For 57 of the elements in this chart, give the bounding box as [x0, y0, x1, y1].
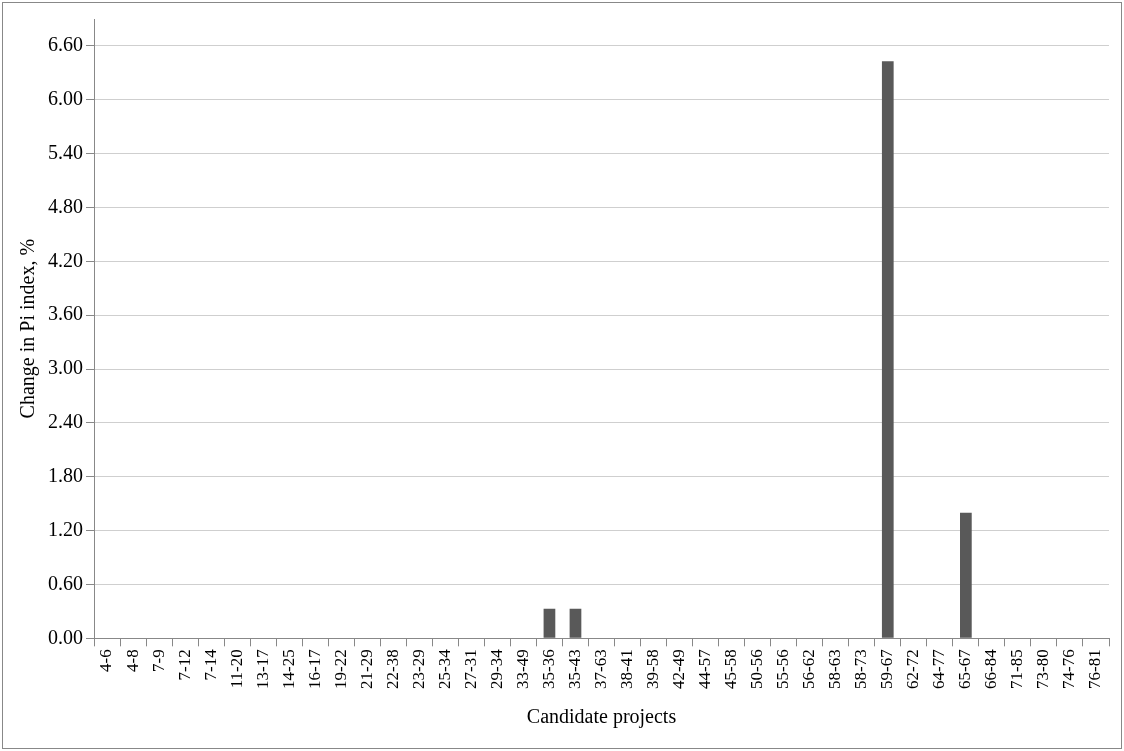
x-tick-label: 27-31 — [460, 649, 480, 690]
x-tick-label: 64-77 — [929, 648, 949, 690]
x-tick-label: 56-62 — [799, 649, 819, 690]
x-tick-label: 22-38 — [382, 649, 402, 690]
y-tick-label: 0.00 — [48, 625, 83, 648]
y-tick-label: 3.60 — [48, 302, 83, 325]
x-tick-label: 50-56 — [747, 649, 767, 690]
x-tick-label: 62-72 — [903, 649, 923, 690]
x-tick-label: 19-22 — [330, 649, 350, 690]
y-tick-label: 1.20 — [48, 517, 83, 540]
x-tick-label: 38-41 — [616, 649, 636, 690]
bar — [543, 608, 556, 638]
y-tick-label: 5.40 — [48, 140, 83, 163]
x-axis-title: Candidate projects — [526, 705, 677, 729]
x-tick-label: 44-57 — [695, 648, 715, 690]
x-tick-label: 7-9 — [148, 649, 168, 673]
x-tick-label: 23-29 — [408, 649, 428, 690]
x-tick-label: 71-85 — [1007, 649, 1027, 690]
x-tick-label: 55-56 — [773, 649, 793, 690]
x-tick-label: 39-58 — [643, 649, 663, 690]
x-tick-label: 14-25 — [278, 649, 298, 690]
y-tick-label: 6.00 — [48, 87, 83, 110]
y-tick-label: 4.20 — [48, 248, 83, 271]
y-axis-title: Change in Pi index, % — [16, 238, 40, 419]
x-tick-label: 37-63 — [590, 649, 610, 690]
x-tick-label: 21-29 — [356, 649, 376, 690]
x-tick-label: 42-49 — [669, 649, 689, 690]
x-tick-label: 4-8 — [122, 649, 142, 673]
x-tick-label: 7-12 — [174, 649, 194, 681]
x-tick-label: 73-80 — [1033, 649, 1053, 690]
x-tick-label: 65-67 — [955, 648, 975, 690]
x-tick-label: 29-34 — [486, 648, 506, 690]
y-tick-label: 4.80 — [48, 194, 83, 217]
x-tick-label: 74-76 — [1059, 649, 1079, 690]
y-tick-label: 0.60 — [48, 571, 83, 594]
y-tick-label: 2.40 — [48, 410, 83, 433]
x-tick-label: 59-67 — [877, 648, 897, 690]
x-tick-label: 11-20 — [226, 649, 246, 689]
x-tick-label: 58-63 — [825, 649, 845, 690]
bar — [960, 512, 972, 638]
bar — [881, 61, 894, 638]
bar — [569, 608, 582, 638]
y-tick-label: 6.60 — [48, 33, 83, 56]
x-tick-label: 45-58 — [721, 649, 741, 690]
y-tick-label: 1.80 — [48, 464, 83, 487]
x-tick-label: 35-43 — [564, 649, 584, 690]
x-tick-label: 33-49 — [512, 649, 532, 690]
x-tick-label: 35-36 — [538, 649, 558, 690]
x-tick-label: 13-17 — [252, 648, 272, 690]
x-tick-label: 7-14 — [200, 648, 220, 681]
x-tick-label: 4-6 — [96, 649, 116, 673]
x-tick-label: 76-81 — [1085, 649, 1105, 690]
x-tick-label: 25-34 — [434, 648, 454, 690]
y-tick-label: 3.00 — [48, 356, 83, 379]
x-tick-label: 58-73 — [851, 649, 871, 690]
x-tick-label: 16-17 — [304, 648, 324, 690]
x-tick-label: 66-84 — [981, 648, 1001, 690]
